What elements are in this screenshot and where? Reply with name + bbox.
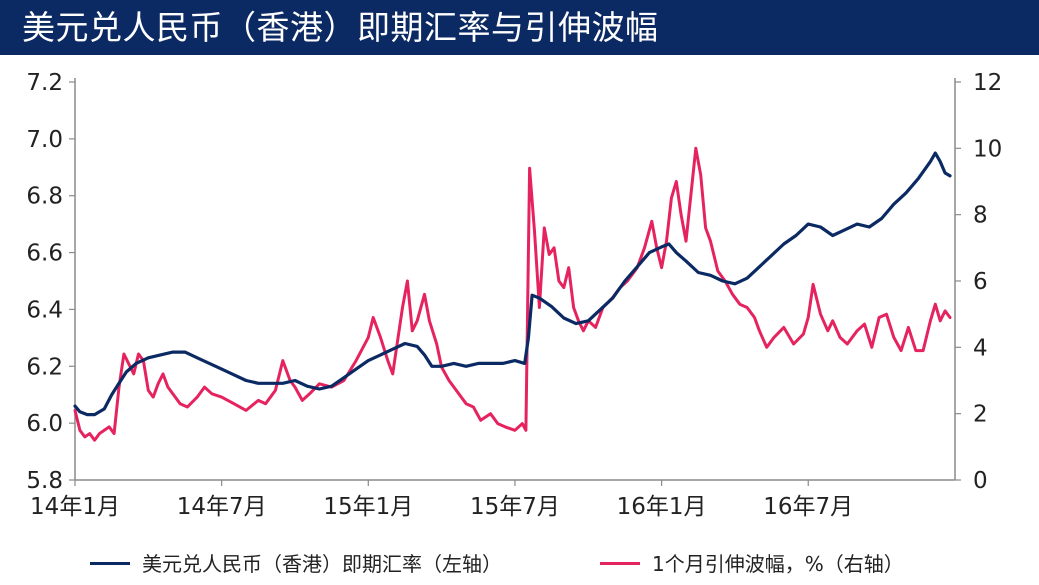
- left-tick-label: 6.6: [26, 241, 63, 267]
- x-tick-label: 16年7月: [763, 494, 853, 520]
- chart-plot: 7.2 7.0 6.8 6.6 6.4 6.2 6.0 5.8 12 10 8 6 4 2 0 14年1月…: [26, 70, 1002, 520]
- left-tick-label: 6.0: [26, 411, 63, 437]
- x-tick-label: 15年7月: [470, 494, 560, 520]
- legend-swatch-vol: [600, 562, 640, 565]
- x-tick-label: 14年7月: [177, 494, 267, 520]
- left-tick-label: 7.2: [26, 70, 63, 96]
- x-tick-label: 14年1月: [30, 494, 120, 520]
- series-layer: [73, 146, 952, 442]
- left-tick-label: 6.2: [26, 354, 63, 380]
- right-tick-label: 10: [973, 136, 1002, 162]
- x-tick-label: 16年1月: [617, 494, 707, 520]
- right-tick-label: 0: [973, 468, 988, 494]
- legend-label-vol: 1个月引伸波幅，%（右轴）: [652, 552, 904, 576]
- left-tick-label: 5.8: [26, 468, 63, 494]
- right-tick-label: 6: [973, 269, 988, 295]
- left-tick-label: 6.8: [26, 184, 63, 210]
- series-line-spot-rate: [73, 151, 952, 417]
- chart-legend: 美元兑人民币（香港）即期汇率（左轴） 1个月引伸波幅，%（右轴）: [0, 540, 1039, 585]
- legend-item-vol: 1个月引伸波幅，%（右轴）: [600, 552, 1020, 576]
- chart-title: 美元兑人民币（香港）即期汇率与引伸波幅: [22, 8, 659, 47]
- x-axis-ticks: 14年1月 14年7月 15年1月 15年7月 16年1月 16年7月: [30, 480, 853, 520]
- left-axis-ticks: 7.2 7.0 6.8 6.6 6.4 6.2 6.0 5.8: [26, 70, 75, 494]
- left-tick-label: 6.4: [26, 297, 63, 323]
- legend-swatch-spot: [90, 562, 130, 565]
- right-tick-label: 8: [973, 203, 988, 229]
- right-tick-label: 12: [973, 70, 1002, 96]
- right-axis-ticks: 12 10 8 6 4 2 0: [955, 70, 1002, 494]
- right-tick-label: 2: [973, 402, 988, 428]
- title-bar: 美元兑人民币（香港）即期汇率与引伸波幅: [0, 0, 1039, 55]
- x-tick-label: 15年1月: [323, 494, 413, 520]
- series-line-implied-vol: [73, 146, 952, 442]
- chart-axes: [74, 78, 956, 481]
- legend-label-spot: 美元兑人民币（香港）即期汇率（左轴）: [142, 552, 502, 576]
- legend-item-spot: 美元兑人民币（香港）即期汇率（左轴）: [90, 552, 570, 576]
- left-tick-label: 7.0: [26, 127, 63, 153]
- right-tick-label: 4: [973, 335, 988, 361]
